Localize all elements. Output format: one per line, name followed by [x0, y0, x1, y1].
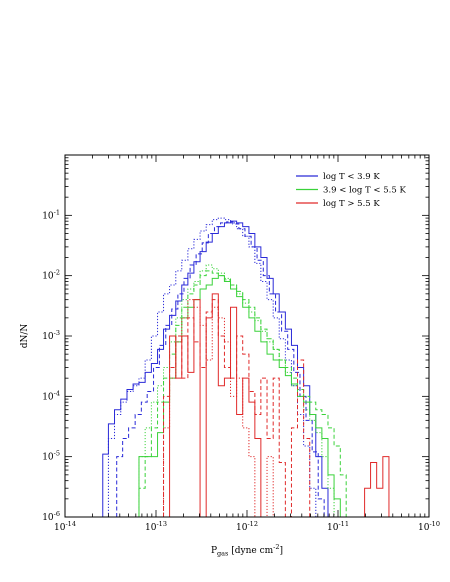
- x-tick-label-base: 10: [145, 523, 157, 533]
- legend: log T < 3.9 K 3.9 < log T < 5.5 K log T > …: [296, 172, 406, 209]
- y-tick-label: 10-1: [42, 208, 60, 221]
- y-tick-label-base: 10: [42, 392, 54, 402]
- y-tick-label-exp: -3: [54, 329, 60, 337]
- tick-label-layer: 10-14 10-13 10-12 10-11 10-1010-610-510-410-…: [42, 208, 440, 533]
- legend-label: 3.9 < log T < 5.5 K: [323, 186, 406, 196]
- x-axis-label: Pgas [dyne cm-2]: [211, 543, 283, 558]
- x-tick-label-base: 10: [418, 523, 430, 533]
- x-tick-label: 10-12: [236, 520, 258, 533]
- x-axis-label-sub: gas: [217, 550, 228, 558]
- x-tick-label: 10-13: [145, 520, 167, 533]
- x-tick-label-exp: -13: [156, 520, 166, 528]
- x-tick-label: 10-14: [54, 520, 76, 533]
- x-tick-label-exp: -14: [65, 520, 75, 528]
- y-tick-label: 10-3: [42, 329, 60, 342]
- x-tick-label: 10-10: [418, 520, 440, 533]
- x-tick-label: 10-11: [327, 520, 349, 533]
- series-7-dashed: [157, 299, 316, 518]
- y-tick-label: 10-5: [42, 450, 60, 463]
- y-tick-label-base: 10: [42, 211, 54, 221]
- x-tick-label-exp: -10: [429, 520, 439, 528]
- x-axis-label-unit-exp: -2: [273, 543, 279, 551]
- series-layer: [102, 217, 395, 518]
- x-tick-label-base: 10: [236, 523, 248, 533]
- x-axis-label-unit-pre: [dyne cm: [228, 546, 273, 556]
- x-tick-label-base: 10: [54, 523, 66, 533]
- y-axis-label: dN/N: [20, 324, 30, 349]
- x-tick-label-base: 10: [327, 523, 339, 533]
- plot-area: [65, 155, 429, 517]
- y-tick-label-base: 10: [42, 453, 54, 463]
- y-tick-label-base: 10: [42, 513, 54, 523]
- y-tick-label-exp: -6: [54, 510, 60, 518]
- y-tick-label-exp: -5: [54, 450, 60, 458]
- y-tick-label: 10-6: [42, 510, 60, 523]
- y-tick-label: 10-2: [42, 269, 60, 282]
- x-tick-label-exp: -12: [247, 520, 257, 528]
- legend-label: log T < 3.9 K: [323, 172, 380, 182]
- y-tick-label-exp: -4: [54, 389, 60, 397]
- tick-layer: [64, 154, 430, 518]
- y-tick-label-exp: -1: [54, 208, 60, 216]
- legend-label: log T > 5.5 K: [323, 199, 380, 209]
- y-tick-label: 10-4: [42, 389, 60, 402]
- series-0-solid: [102, 220, 334, 518]
- series-1-dashed: [116, 221, 325, 517]
- x-axis-label-unit-post: ]: [280, 546, 284, 556]
- x-tick-label-exp: -11: [338, 520, 348, 528]
- y-tick-label-base: 10: [42, 272, 54, 282]
- y-tick-label-base: 10: [42, 332, 54, 342]
- series-6-solid: [163, 293, 395, 518]
- x-axis-label-main: P: [211, 546, 217, 556]
- y-tick-label-exp: -2: [54, 269, 60, 277]
